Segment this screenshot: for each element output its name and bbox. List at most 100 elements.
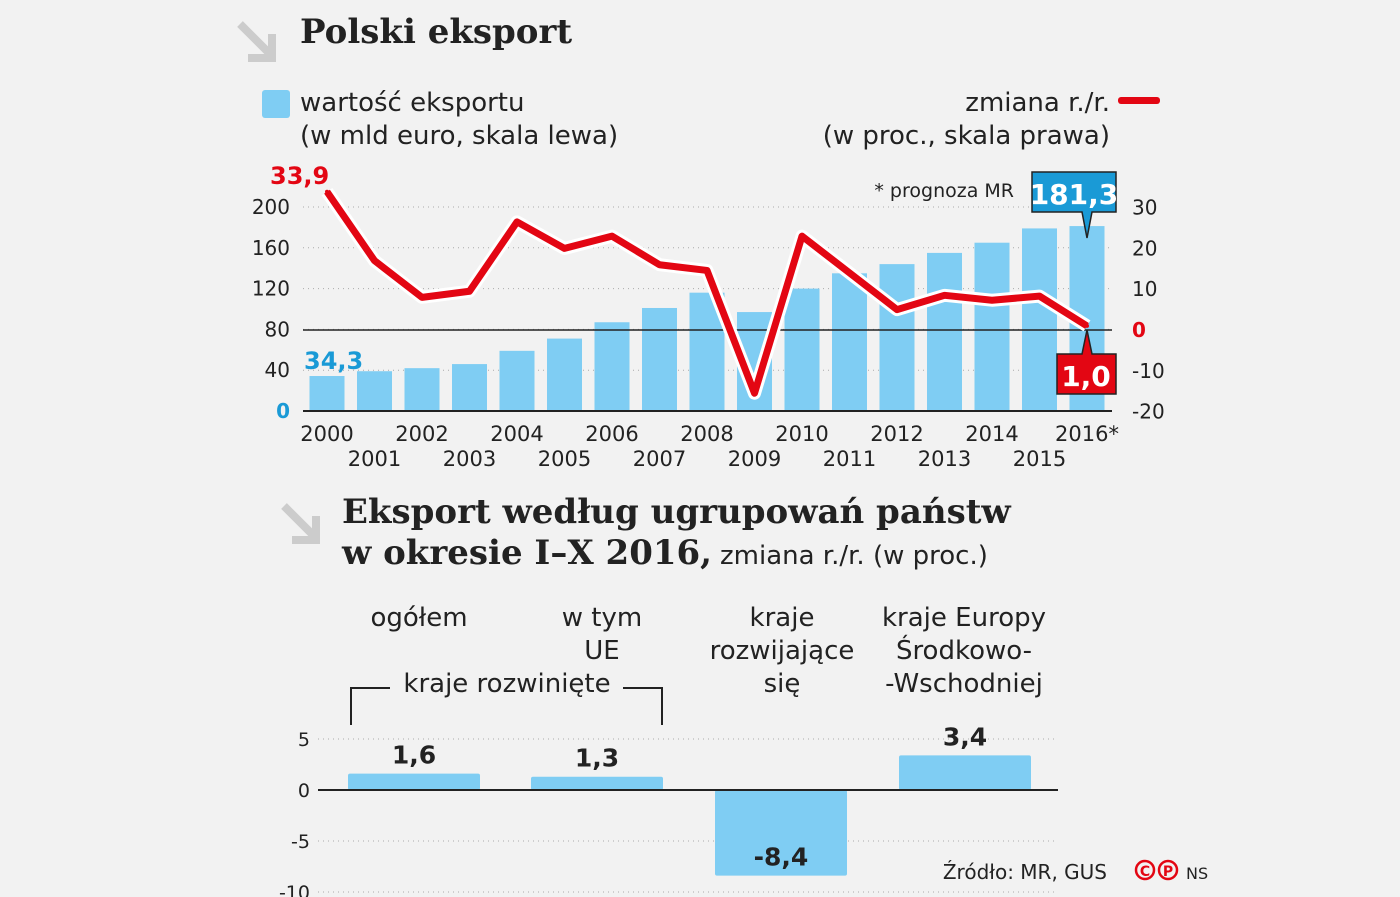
bar-2005 — [547, 338, 582, 411]
line-point-2004 — [515, 219, 519, 224]
y-right-tick: -10 — [1132, 359, 1165, 383]
legend-line-swatch — [1118, 97, 1160, 104]
x-tick: 2014 — [965, 422, 1018, 446]
y-left-tick: 40 — [265, 358, 290, 382]
line-point-2016* — [1085, 323, 1089, 328]
first-bar-label: 34,3 — [304, 347, 363, 375]
line-point-2003 — [467, 289, 472, 294]
bar-2 — [715, 790, 847, 876]
chart2-title-2: w okresie I–X 2016, — [341, 533, 712, 573]
forecast-note: * prognoza MR — [874, 180, 1014, 202]
category-label: -Wschodniej — [885, 669, 1043, 699]
y-right-tick: 0 — [1132, 318, 1146, 342]
last-bar-callout — [1031, 171, 1117, 239]
bar-1 — [531, 776, 663, 790]
y-left-tick: 120 — [252, 277, 290, 301]
copyright-icon — [1134, 859, 1179, 881]
line-point-2001 — [372, 258, 377, 263]
svg-text:w okresie I–X 2016,zmiana r./r: w okresie I–X 2016, zmiana r./r. (w proc.… — [341, 533, 988, 573]
y-tick: 0 — [298, 780, 310, 802]
y-right-tick: 10 — [1132, 277, 1157, 301]
bar-2006 — [594, 322, 630, 411]
category-label: UE — [584, 636, 619, 666]
value-label: -8,4 — [754, 843, 809, 872]
legend-right-2: (w proc., skala prawa) — [823, 121, 1110, 151]
y-left-tick: 200 — [252, 195, 290, 219]
x-tick: 2015 — [1013, 447, 1066, 471]
x-tick: 2011 — [823, 447, 876, 471]
x-tick: 2001 — [348, 447, 401, 471]
x-tick: 2004 — [490, 422, 543, 446]
x-tick: 2002 — [395, 422, 448, 446]
line-point-2014 — [990, 298, 994, 303]
line-point-2007 — [657, 262, 662, 267]
y-right-tick: 20 — [1132, 236, 1157, 260]
svg-text:C: C — [1140, 864, 1150, 880]
group-bracket — [350, 687, 663, 725]
bar-2010 — [784, 288, 820, 411]
group-label: kraje rozwinięte — [403, 669, 610, 699]
line-point-2015 — [1037, 294, 1042, 299]
x-tick: 2008 — [680, 422, 733, 446]
source: Źródło: MR, GUS — [943, 860, 1107, 884]
legend-left-1: wartość eksportu — [300, 88, 524, 118]
bar-2011 — [832, 273, 867, 411]
chart2-title: Eksport według ugrupowań państw — [342, 492, 1011, 532]
bar-2014 — [974, 242, 1010, 411]
category-label: się — [764, 669, 801, 699]
svg-text:P: P — [1163, 864, 1173, 880]
bar-2015 — [1022, 228, 1057, 411]
category-label: rozwijające — [710, 636, 855, 666]
value-label: 3,4 — [943, 722, 987, 751]
bar-2000 — [309, 376, 345, 411]
arrow-icon — [237, 21, 276, 62]
last-line-label: 1,0 — [1061, 360, 1111, 393]
line-point-2008 — [705, 268, 709, 273]
y-tick: -10 — [279, 882, 310, 897]
category-label: w tym — [562, 603, 642, 633]
line-point-2009 — [752, 391, 757, 396]
line-point-2002 — [420, 295, 424, 300]
bar-2002 — [404, 368, 440, 411]
x-tick: 2009 — [728, 447, 781, 471]
line-point-2013 — [942, 293, 947, 298]
category-label: Środkowo- — [896, 634, 1032, 666]
x-tick: 2007 — [633, 447, 686, 471]
value-label: 1,3 — [575, 744, 619, 773]
x-tick: 2000 — [300, 422, 353, 446]
bar-3 — [899, 755, 1031, 790]
x-tick: 2010 — [775, 422, 828, 446]
line-point-2005 — [562, 246, 567, 251]
first-line-label: 33,9 — [270, 162, 329, 190]
bar-2004 — [499, 350, 535, 411]
y-tick: -5 — [291, 831, 310, 853]
y-right-tick: 30 — [1132, 196, 1157, 220]
y-left-tick: 80 — [265, 317, 290, 341]
y-right-tick: -20 — [1132, 400, 1165, 424]
last-bar-label: 181,3 — [1030, 178, 1119, 211]
legend-left-2: (w mld euro, skala lewa) — [300, 121, 618, 151]
x-tick: 2006 — [585, 422, 638, 446]
legend-bar-swatch — [262, 90, 290, 118]
bar-2012 — [879, 264, 915, 411]
x-tick: 2013 — [918, 447, 971, 471]
x-tick: 2012 — [870, 422, 923, 446]
author: NS — [1186, 864, 1208, 883]
legend-right-1: zmiana r./r. — [965, 88, 1110, 118]
chart2-subtitle: zmiana r./r. (w proc.) — [720, 541, 988, 571]
line-point-2000 — [325, 189, 329, 194]
bar-2003 — [452, 364, 487, 411]
category-label: ogółem — [370, 603, 467, 633]
x-tick: 2005 — [538, 447, 591, 471]
y-left-tick: 160 — [252, 236, 290, 260]
category-label: kraje Europy — [882, 603, 1046, 633]
value-label: 1,6 — [392, 741, 436, 770]
bar-2013 — [927, 252, 962, 411]
bar-2001 — [357, 371, 392, 411]
bar-0 — [348, 773, 480, 790]
y-tick: 5 — [298, 729, 310, 751]
arrow-icon — [281, 503, 320, 544]
y-left-tick: 0 — [276, 399, 290, 423]
line-point-2010 — [800, 234, 804, 239]
